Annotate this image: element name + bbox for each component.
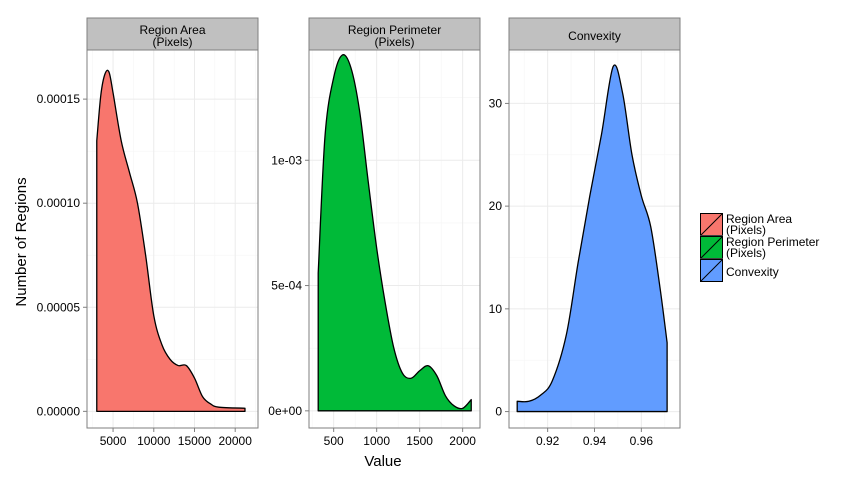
y-tick-label: 0 <box>495 405 502 419</box>
y-tick-label: 1e-03 <box>271 153 302 167</box>
legend-label: (Pixels) <box>726 246 766 260</box>
x-tick-label: 500 <box>324 434 344 448</box>
x-tick-label: 0.96 <box>630 434 654 448</box>
legend-key-slash <box>700 259 723 282</box>
facet-strip-label: Convexity <box>568 29 621 43</box>
y-tick-label: 0.00000 <box>37 404 81 418</box>
x-tick-label: 2000 <box>449 434 476 448</box>
x-tick-label: 20000 <box>219 434 253 448</box>
x-tick-label: 0.94 <box>583 434 607 448</box>
y-tick-label: 0e+00 <box>268 404 302 418</box>
y-tick-label: 5e-04 <box>271 279 302 293</box>
legend-item: Region Perimeter(Pixels) <box>699 235 819 260</box>
legend-label: Region Area <box>726 212 792 226</box>
density-area <box>317 54 472 412</box>
legend-label: Convexity <box>726 265 779 279</box>
y-tick-label: 0.00010 <box>37 196 81 210</box>
facet-panel: Region Area(Pixels) 5000 10000 15000 20000 0.… <box>37 17 259 448</box>
legend-key-slash <box>700 213 723 236</box>
y-axis-title: Number of Regions <box>13 177 30 306</box>
y-tick-label: 10 <box>489 302 503 316</box>
density-area <box>516 64 668 413</box>
x-tick-label: 0.92 <box>536 434 560 448</box>
legend-label: Region Perimeter <box>726 235 819 249</box>
facet-strip-label: (Pixels) <box>152 35 192 49</box>
x-axis-title: Value <box>364 453 401 470</box>
facet-strip <box>86 17 259 51</box>
facet-strip-label: Region Area <box>139 23 205 37</box>
x-tick-label: 15000 <box>178 434 212 448</box>
facet-panels: Region Area(Pixels)5000 10000 15000 200000.… <box>37 17 681 448</box>
facet-strip <box>308 17 481 51</box>
legend-item: Region Area(Pixels) <box>699 212 792 237</box>
x-tick-label: 1500 <box>406 434 433 448</box>
density-area <box>96 69 246 412</box>
y-tick-label: 20 <box>489 199 503 213</box>
legend: Region Area(Pixels)Region Perimeter(Pixe… <box>699 212 819 283</box>
legend-label: (Pixels) <box>726 223 766 237</box>
y-tick-label: 30 <box>489 96 503 110</box>
x-tick-label: 5000 <box>100 434 127 448</box>
facet-panel: Region Perimeter(Pixels) 500 1000 1500 2000 0… <box>268 17 481 448</box>
y-tick-label: 0.00015 <box>37 92 81 106</box>
x-tick-label: 1000 <box>363 434 390 448</box>
facet-strip-label: (Pixels) <box>374 35 414 49</box>
x-tick-label: 10000 <box>137 434 171 448</box>
legend-item: Convexity <box>699 258 779 283</box>
y-tick-label: 0.00005 <box>37 300 81 314</box>
facet-panel: Convexity 0.92 0.94 0.96 0 10 20 30 <box>489 17 681 448</box>
facet-strip <box>508 17 681 51</box>
legend-key-slash <box>700 236 723 259</box>
facet-strip-label: Region Perimeter <box>348 23 441 37</box>
